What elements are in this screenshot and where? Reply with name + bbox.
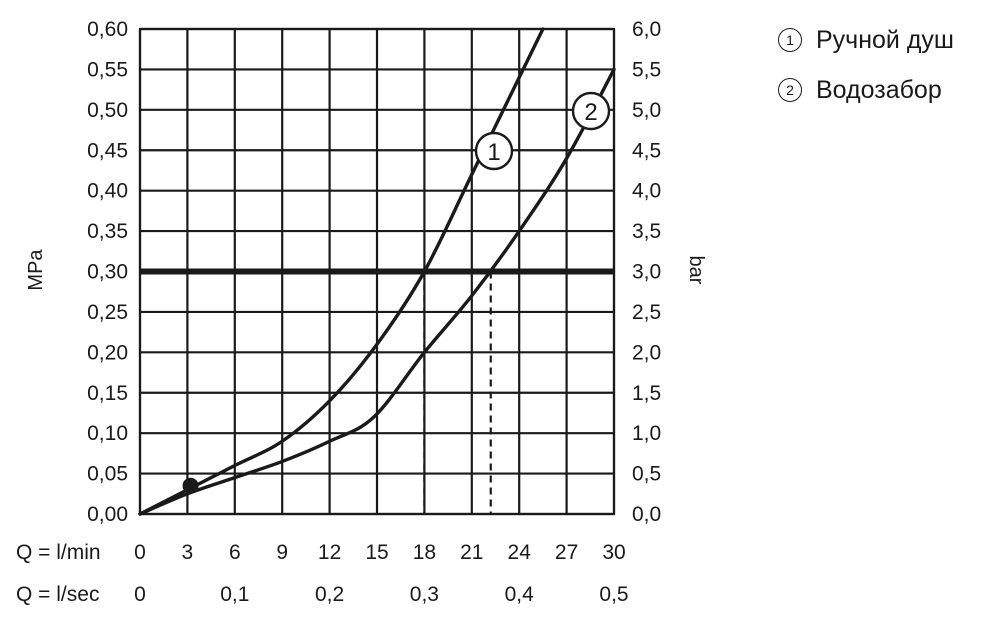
y-tick-right: 2,5 [632, 301, 661, 324]
x-tick-row2: 0 [134, 583, 146, 606]
y-tick-left: 0,55 [87, 58, 128, 81]
x-tick-row1: 0 [134, 541, 146, 564]
y-tick-right: 5,0 [632, 99, 661, 122]
y-tick-right: 6,0 [632, 18, 661, 41]
curve-badge-2 [571, 91, 611, 131]
legend-marker-1: 1 [778, 28, 802, 52]
curve-badge-label-1: 1 [487, 139, 500, 166]
x-tick-row2: 0,1 [220, 583, 249, 606]
y-tick-left: 0,45 [87, 139, 128, 162]
legend-item-2: 2 Водозабор [778, 72, 954, 108]
curve-badges: 12 [474, 91, 611, 171]
y-tick-left: 0,10 [87, 422, 128, 445]
x-tick-row1: 18 [413, 541, 436, 564]
reference-line-group [140, 268, 614, 514]
x-tick-row1: 12 [318, 541, 341, 564]
y-tick-left: 0,30 [87, 261, 128, 284]
series-2-line [138, 67, 616, 516]
y-tick-right: 4,0 [632, 180, 661, 203]
x-tick-row1: 27 [555, 541, 578, 564]
legend-label-1: Ручной душ [816, 25, 954, 54]
tick-labels: 0,00 0,00,05 0,50,10 1,00,15 1,50,20 2,00,25 2… [87, 18, 661, 606]
y-tick-left: 0,20 [87, 341, 128, 364]
x-tick-row2: 0,4 [505, 583, 535, 606]
x-row-1-label: Q = l/min [16, 541, 101, 564]
y-tick-left: 0,00 [87, 503, 128, 526]
y-tick-right: 1,5 [632, 382, 661, 405]
y-tick-left: 0,15 [87, 382, 128, 405]
marker-dot [182, 477, 199, 494]
x-tick-row2: 0,5 [599, 583, 628, 606]
curves-group [138, 27, 616, 516]
y-axis-left-title: MPa [25, 249, 47, 291]
x-tick-row1: 6 [229, 541, 241, 564]
y-tick-right: 4,5 [632, 139, 661, 162]
x-tick-row1: 21 [460, 541, 483, 564]
x-tick-row1: 30 [602, 541, 625, 564]
x-tick-row2: 0,2 [315, 583, 344, 606]
curve-badge-1 [474, 131, 514, 171]
x-tick-row1: 3 [182, 541, 194, 564]
y-tick-right: 0,5 [632, 463, 661, 486]
y-tick-left: 0,40 [87, 180, 128, 203]
legend-marker-2: 2 [778, 78, 802, 102]
x-tick-row2: 0,3 [410, 583, 439, 606]
curve-badge-label-2: 2 [584, 99, 597, 126]
y-tick-right: 3,5 [632, 220, 661, 243]
y-tick-left: 0,25 [87, 301, 128, 324]
legend: 1 Ручной душ 2 Водозабор [778, 22, 954, 122]
y-axis-right-title: bar [685, 256, 707, 285]
y-tick-left: 0,35 [87, 220, 128, 243]
y-tick-left: 0,60 [87, 18, 128, 41]
y-tick-right: 2,0 [632, 341, 661, 364]
y-tick-left: 0,50 [87, 99, 128, 122]
x-row-2-label: Q = l/sec [16, 583, 99, 606]
y-tick-right: 5,5 [632, 58, 661, 81]
y-tick-right: 3,0 [632, 261, 661, 284]
legend-label-2: Водозабор [816, 75, 942, 104]
x-tick-row1: 9 [276, 541, 288, 564]
series-1-line [138, 27, 545, 516]
y-tick-right: 1,0 [632, 422, 661, 445]
y-tick-left: 0,05 [87, 463, 128, 486]
legend-item-1: 1 Ручной душ [778, 22, 954, 58]
x-tick-row1: 24 [508, 541, 532, 564]
y-tick-right: 0,0 [632, 503, 661, 526]
x-tick-row1: 15 [365, 541, 388, 564]
